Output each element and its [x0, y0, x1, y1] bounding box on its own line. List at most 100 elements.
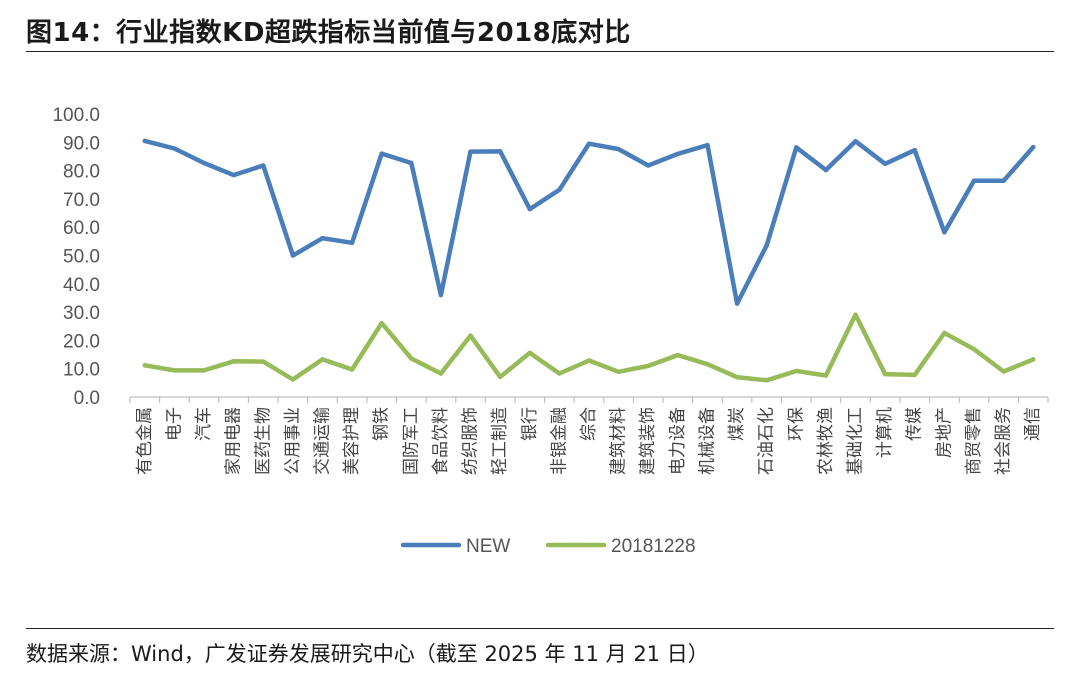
y-tick-label: 10.0: [63, 360, 100, 381]
series-1-point: [882, 371, 888, 377]
series-1-point: [497, 374, 503, 380]
y-tick-label: 80.0: [63, 162, 100, 183]
series-1-point: [142, 363, 148, 368]
x-tick-label: 银行: [520, 407, 540, 441]
series-1-point: [438, 371, 444, 376]
series-1-point: [853, 312, 858, 317]
legend: NEW 20181228: [400, 536, 696, 557]
series-1-point: [823, 373, 829, 378]
series-0-point: [320, 236, 325, 241]
series-1-point: [231, 359, 236, 364]
series-1-point: [557, 371, 562, 376]
series-1-point: [971, 346, 977, 352]
series-1-point: [705, 361, 710, 367]
series-0-point: [409, 160, 414, 166]
series-1-point: [379, 320, 384, 326]
x-tick-label: 汽车: [194, 407, 214, 441]
title-divider: [26, 51, 1054, 52]
series-0-point: [468, 149, 473, 154]
y-tick-label: 90.0: [63, 133, 100, 154]
series-line-0: [142, 138, 1036, 306]
series-1-point: [320, 357, 325, 362]
x-tick-label: 建筑材料: [609, 407, 629, 475]
series-1-point: [1030, 357, 1036, 362]
y-tick-label: 50.0: [63, 247, 100, 268]
series-1-point: [764, 378, 769, 383]
series-1-point: [172, 368, 177, 373]
series-1-point: [675, 352, 681, 358]
x-tick-label: 纺织服饰: [461, 407, 481, 475]
x-tick-label: 电力设备: [668, 407, 688, 475]
series-0-point: [379, 151, 384, 156]
series-1-point: [646, 363, 651, 369]
series-1-point: [586, 358, 592, 363]
x-tick-label: 非银金融: [549, 407, 569, 475]
y-tick-label: 100.0: [52, 105, 100, 126]
series-1-point: [468, 333, 473, 338]
series-0-point: [853, 138, 858, 144]
series-1-point: [261, 359, 266, 364]
series-0-point: [705, 142, 710, 148]
series-0-point: [1001, 178, 1006, 183]
x-tick-label: 社会服务: [994, 407, 1014, 475]
x-tick-label: 钢铁: [372, 407, 392, 441]
x-tick-label: 传媒: [905, 407, 925, 441]
series-1-point: [734, 374, 740, 380]
y-tick-label: 40.0: [63, 275, 100, 296]
x-axis: 有色金属 电子 汽车 家用电器 医药生物 公用事业 交通运输 美容护理 钢铁 国防军工 食品饮料 纺织…: [129, 396, 1049, 475]
series-1-point: [409, 356, 414, 361]
series-1-point: [290, 377, 296, 382]
series-0-point: [557, 187, 562, 193]
y-tick-label: 20.0: [63, 331, 100, 352]
series-0-point: [527, 206, 532, 212]
x-tick-label: 机械设备: [697, 407, 717, 475]
series-0-point: [971, 178, 977, 183]
x-tick-label: 农林牧渔: [816, 407, 836, 475]
x-tick-label: 石油石化: [757, 407, 777, 475]
series-1-point: [942, 330, 947, 336]
x-tick-label: 环保: [786, 407, 806, 441]
line-chart: 100.0 90.0 80.0 70.0 60.0 50.0 40.0 30.0 20.0 10.…: [52, 105, 1049, 557]
series-0-point: [497, 149, 503, 154]
series-0-point: [586, 141, 592, 146]
series-0-point: [438, 292, 444, 298]
x-tick-label: 食品饮料: [431, 407, 451, 475]
x-tick-label: 交通运输: [312, 407, 332, 475]
series-1-point: [912, 372, 917, 378]
series-0-point: [942, 230, 947, 235]
series-0-point: [290, 253, 296, 258]
x-tick-label: 有色金属: [135, 407, 155, 475]
legend-label: NEW: [466, 536, 510, 557]
series-1-point: [794, 368, 799, 374]
series-0-point: [261, 163, 266, 168]
x-tick-label: 美容护理: [342, 407, 362, 475]
series-0-point: [794, 145, 799, 150]
x-tick-label: 综合: [579, 407, 599, 441]
source-note: 数据来源：Wind，广发证券发展研究中心（截至 2025 年 11 月 21 日…: [26, 642, 709, 666]
series-layer: [142, 138, 1036, 383]
x-tick-label: 电子: [164, 407, 184, 441]
series-0-point: [201, 160, 207, 166]
series-1-point: [349, 367, 355, 372]
series-1-point: [527, 350, 532, 356]
x-tick-label: 商贸零售: [964, 407, 984, 475]
x-tick-label: 医药生物: [253, 407, 273, 475]
series-0-point: [349, 240, 355, 245]
series-0-point: [172, 146, 177, 151]
footer-divider: [26, 628, 1054, 629]
x-tick-label: 房地产: [934, 407, 954, 458]
series-0-point: [823, 167, 829, 173]
x-tick-label: 国防军工: [401, 407, 421, 475]
series-1-point: [616, 369, 621, 375]
x-tick-label: 计算机: [875, 407, 895, 458]
x-tick-label: 轻工制造: [490, 407, 510, 475]
series-0-point: [764, 243, 769, 248]
series-1-point: [201, 368, 207, 373]
series-0-point: [912, 148, 917, 153]
series-0-point: [675, 151, 681, 157]
series-0-point: [882, 161, 888, 167]
y-tick-label: 60.0: [63, 218, 100, 239]
x-tick-label: 基础化工: [846, 407, 866, 475]
series-0-point: [1030, 144, 1036, 150]
series-0-point: [231, 172, 236, 178]
